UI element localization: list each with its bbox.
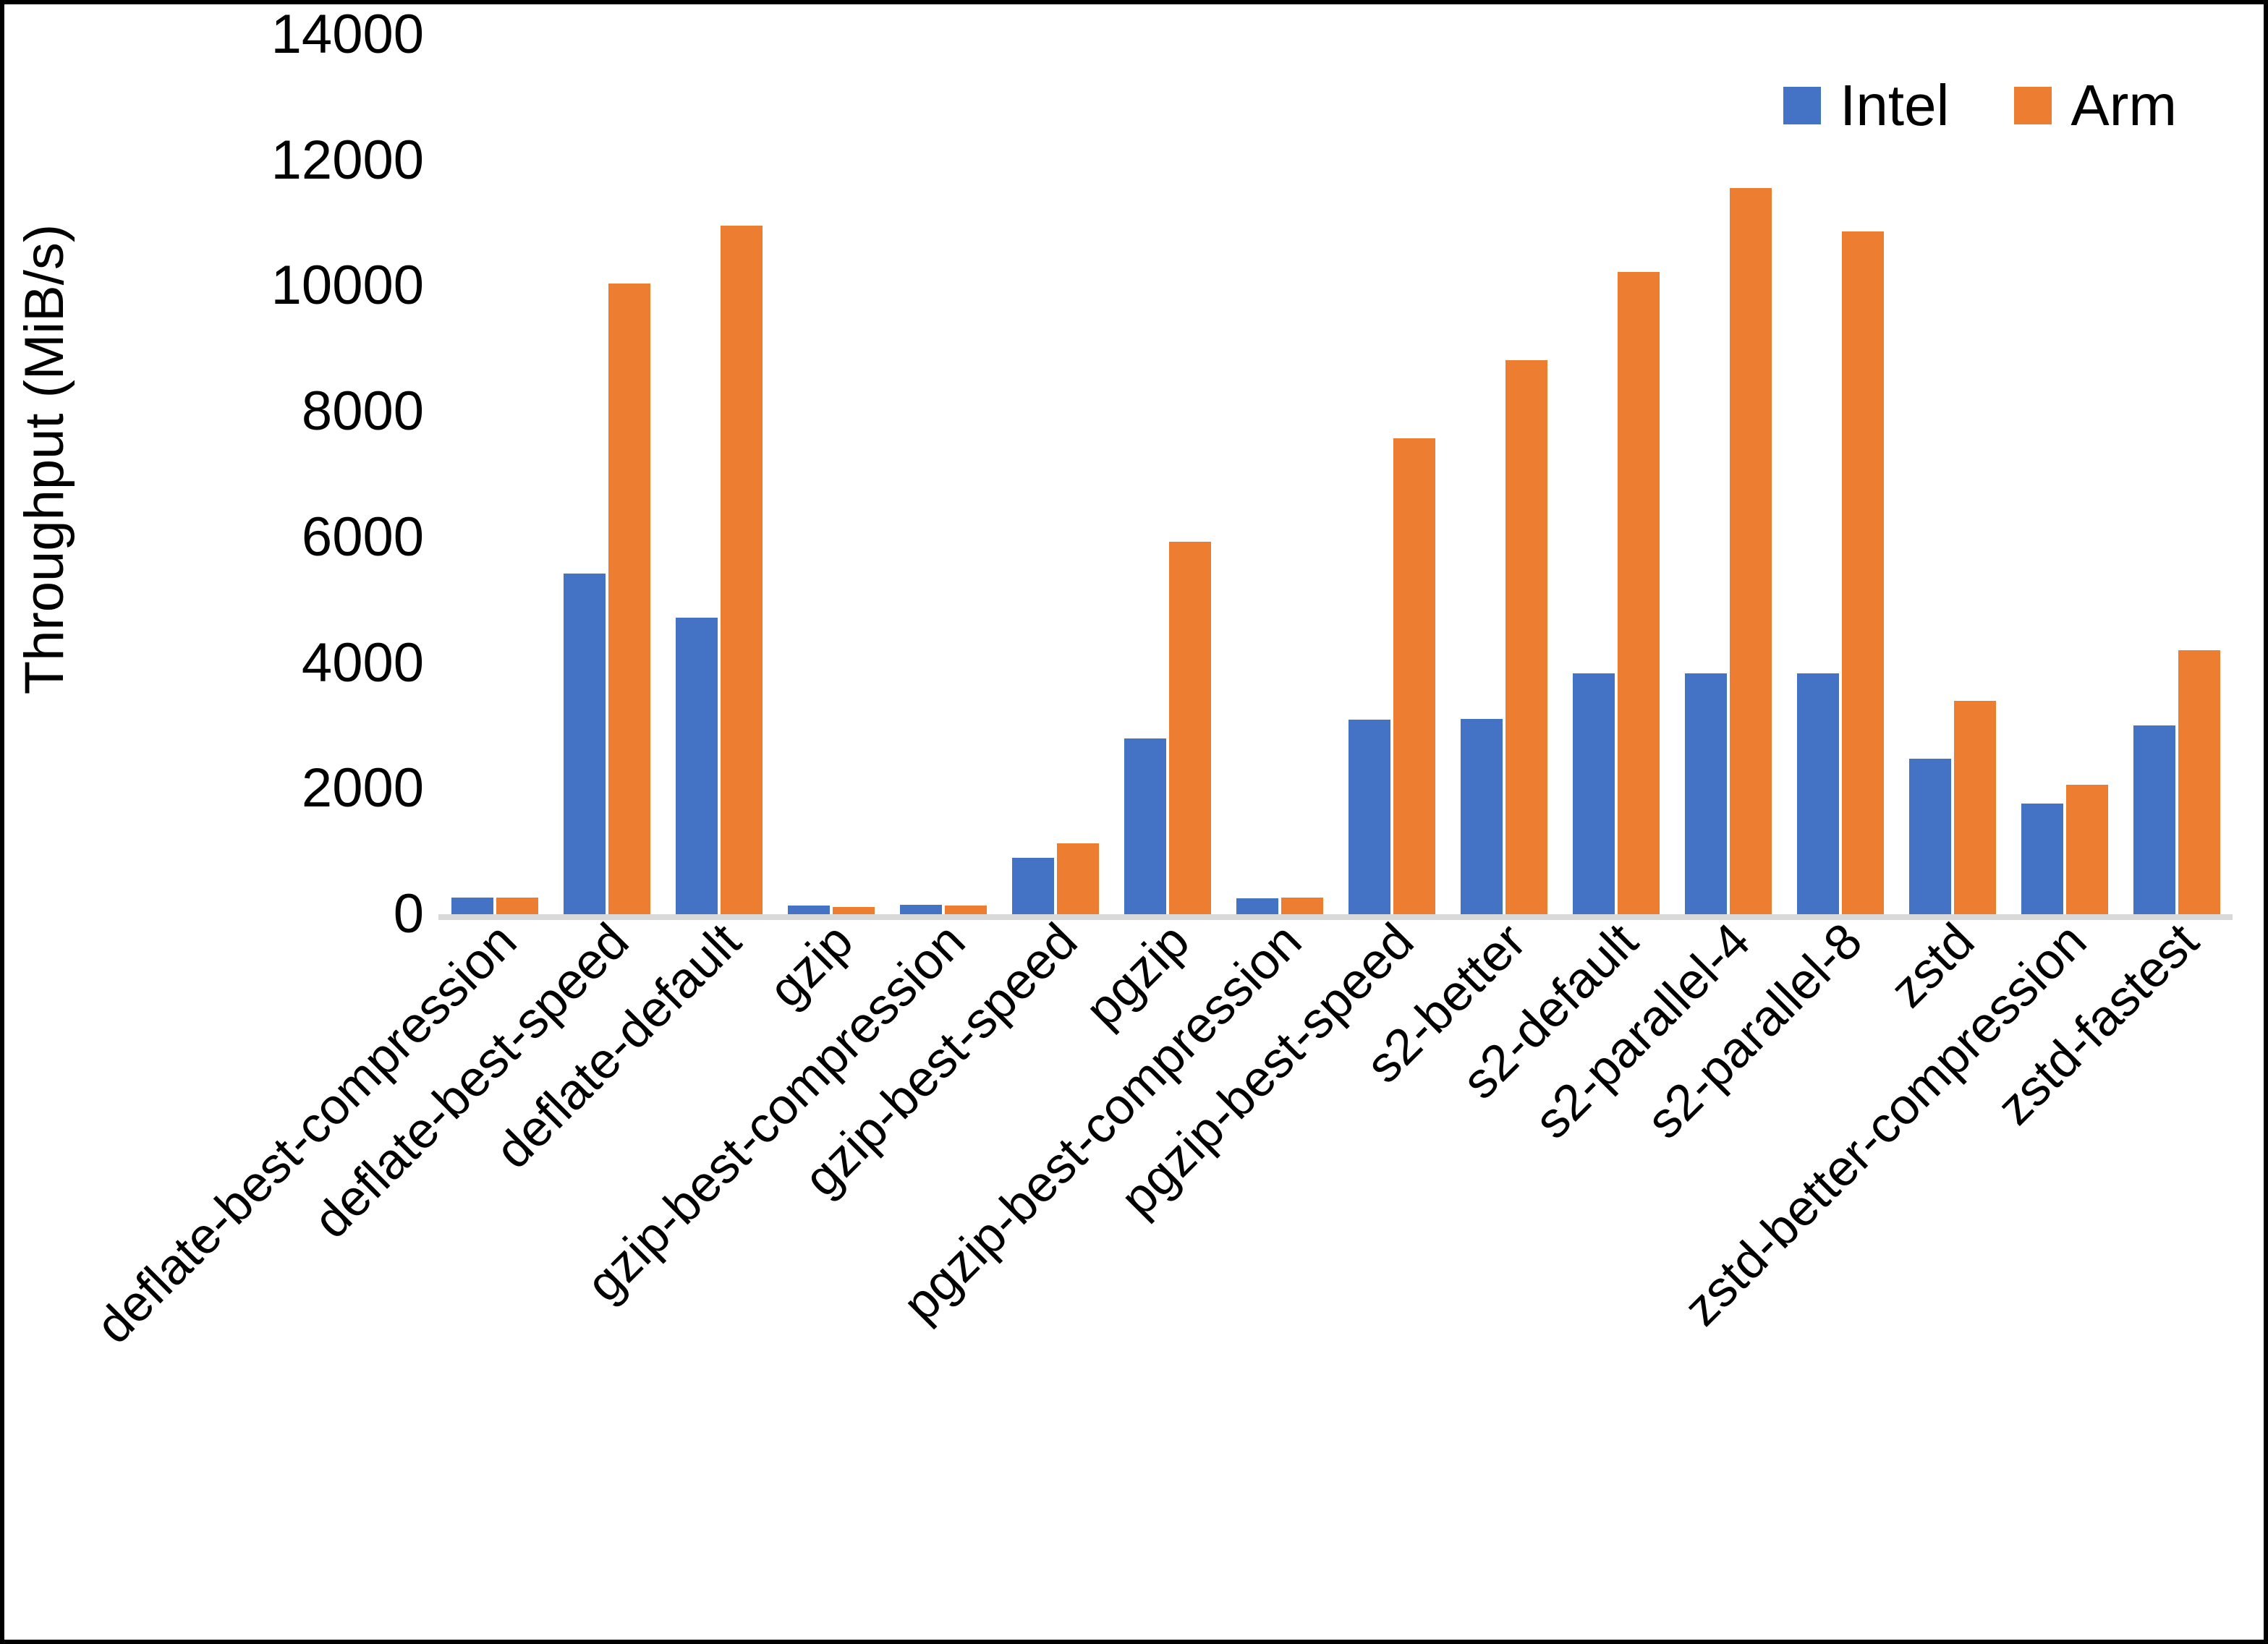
bar-group bbox=[2008, 35, 2120, 914]
bar-group bbox=[1672, 35, 1784, 914]
bar-group bbox=[2120, 35, 2233, 914]
bar-arm bbox=[1729, 187, 1772, 914]
bar-group bbox=[1448, 35, 1560, 914]
bar-group bbox=[1560, 35, 1672, 914]
y-tick-label: 8000 bbox=[301, 380, 424, 443]
y-tick-label: 2000 bbox=[301, 757, 424, 819]
chart-legend: Intel Arm bbox=[1783, 77, 2177, 135]
bar-arm bbox=[1393, 438, 1435, 914]
bar-group bbox=[775, 35, 887, 914]
bar-arm bbox=[1953, 700, 1996, 914]
bar-intel bbox=[2021, 804, 2063, 914]
bar-arm bbox=[1056, 843, 1099, 914]
y-axis-tick-labels: 14000 12000 10000 8000 6000 4000 2000 0 bbox=[113, 4, 424, 945]
x-tick-cell: zstd-fastest bbox=[1986, 912, 2233, 1640]
bar-group bbox=[1223, 35, 1335, 914]
x-axis-line bbox=[438, 914, 2233, 920]
bar-group bbox=[438, 35, 551, 914]
bar-intel bbox=[1796, 673, 1839, 914]
bar-group bbox=[551, 35, 663, 914]
bar-group bbox=[663, 35, 775, 914]
x-axis-tick-labels: deflate-best-compression deflate-best-spe… bbox=[85, 912, 2233, 1640]
legend-label: Intel bbox=[1840, 73, 1950, 137]
bar-arm bbox=[1617, 272, 1660, 914]
bar-intel bbox=[2133, 725, 2175, 914]
bar-arm bbox=[2065, 785, 2108, 914]
bar-intel bbox=[1348, 719, 1390, 914]
bar-intel bbox=[1460, 718, 1503, 914]
y-tick-label: 6000 bbox=[301, 506, 424, 568]
bar-group bbox=[1335, 35, 1448, 914]
legend-swatch-intel bbox=[1783, 87, 1822, 124]
bar-groups bbox=[438, 35, 2233, 914]
bar-intel bbox=[787, 905, 830, 914]
bar-intel bbox=[1908, 758, 1951, 914]
bar-arm bbox=[944, 905, 987, 914]
legend-label: Arm bbox=[2070, 73, 2177, 137]
y-tick-label: 4000 bbox=[301, 631, 424, 694]
bar-intel bbox=[451, 898, 493, 914]
bar-group bbox=[1896, 35, 2008, 914]
x-tick-cell: s2-parallel-8 bbox=[1636, 912, 1896, 1640]
y-tick-label: 12000 bbox=[271, 129, 424, 191]
bar-arm bbox=[720, 226, 763, 914]
x-tick-label: deflate-best-compression bbox=[85, 912, 527, 1355]
bar-arm bbox=[2178, 650, 2220, 914]
legend-item: Arm bbox=[2014, 77, 2177, 135]
y-tick-label: 0 bbox=[393, 883, 424, 945]
bar-arm bbox=[1168, 541, 1211, 914]
plot-area bbox=[438, 35, 2233, 920]
y-tick-label: 10000 bbox=[271, 255, 424, 317]
bar-intel bbox=[563, 574, 606, 914]
bar-intel bbox=[1684, 673, 1727, 914]
bar-arm bbox=[608, 283, 650, 914]
bar-intel bbox=[1124, 738, 1166, 914]
bar-arm bbox=[832, 906, 875, 914]
y-axis-title: Throughput (MiB/s) bbox=[13, 223, 75, 695]
bar-intel bbox=[1011, 857, 1054, 914]
bar-intel bbox=[1572, 673, 1615, 914]
bar-arm bbox=[1841, 231, 1884, 914]
bar-intel bbox=[675, 618, 718, 914]
bar-group bbox=[1784, 35, 1896, 914]
bar-arm bbox=[496, 898, 538, 914]
bar-group bbox=[999, 35, 1111, 914]
legend-swatch-arm bbox=[2014, 87, 2052, 124]
bar-intel bbox=[899, 904, 942, 914]
x-tick-cell: gzip-best-speed bbox=[793, 912, 1111, 1640]
bar-arm bbox=[1280, 897, 1323, 914]
legend-item: Intel bbox=[1783, 77, 1949, 135]
bar-arm bbox=[1505, 359, 1547, 914]
x-tick-cell: deflate-default bbox=[484, 912, 775, 1640]
bar-intel bbox=[1236, 898, 1278, 914]
bar-group bbox=[1111, 35, 1223, 914]
y-tick-label: 14000 bbox=[271, 4, 424, 65]
bar-group bbox=[887, 35, 999, 914]
